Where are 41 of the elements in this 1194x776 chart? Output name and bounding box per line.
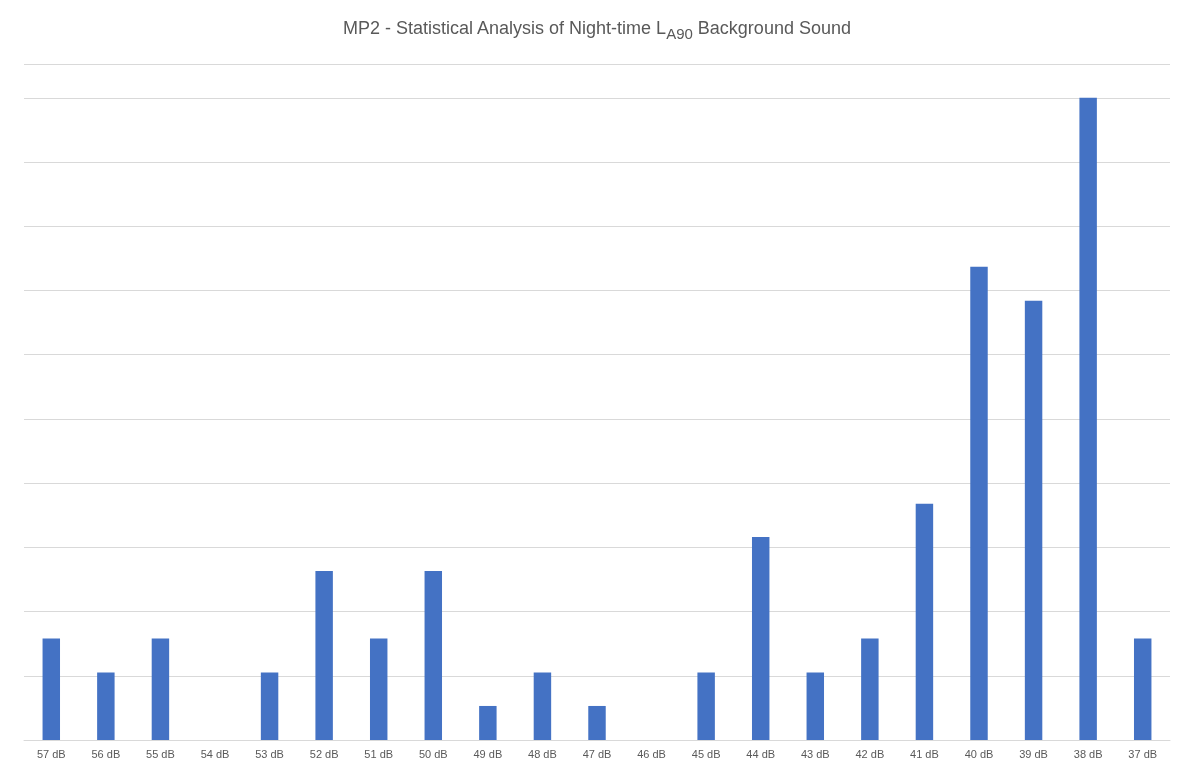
bar xyxy=(915,503,934,740)
x-tick-label: 45 dB xyxy=(691,747,721,760)
bar xyxy=(479,705,497,740)
x-tick-label: 42 dB xyxy=(855,747,885,760)
x-tick-label: 49 dB xyxy=(473,747,503,760)
x-tick-label: 41 dB xyxy=(910,747,939,760)
x-tick-label: 56 dB xyxy=(91,747,121,760)
chart-title: MP2 - Statistical Analysis of Night-time L$_{A90}$ Background Sound xyxy=(342,18,852,42)
x-tick-label: 47 dB xyxy=(582,747,612,760)
x-tick-label: 52 dB xyxy=(309,747,339,760)
bar xyxy=(1133,638,1152,740)
bar xyxy=(970,266,988,740)
bar xyxy=(97,672,115,740)
bar xyxy=(1024,300,1043,740)
bar xyxy=(260,672,279,740)
x-tick-label: 44 dB xyxy=(746,747,776,760)
bar xyxy=(861,638,879,740)
x-tick-label: 40 dB xyxy=(964,747,994,760)
bar xyxy=(751,537,770,740)
x-tick-label: 46 dB xyxy=(637,747,666,760)
bar xyxy=(697,672,715,740)
x-tick-label: 54 dB xyxy=(200,747,230,760)
bar xyxy=(369,638,388,740)
bar xyxy=(42,638,61,740)
x-tick-label: 38 dB xyxy=(1073,747,1103,760)
x-tick-label: 50 dB xyxy=(418,747,448,760)
x-tick-label: 37 dB xyxy=(1128,747,1158,760)
bar xyxy=(424,571,443,740)
x-tick-label: 39 dB xyxy=(1019,747,1048,760)
x-tick-label: 51 dB xyxy=(364,747,394,760)
x-tick-label: 55 dB xyxy=(146,747,175,760)
x-tick-label: 53 dB xyxy=(255,747,284,760)
x-tick-label: 43 dB xyxy=(800,747,830,760)
bar xyxy=(315,571,333,740)
bar xyxy=(588,705,606,740)
bar xyxy=(1079,97,1097,740)
x-tick-label: 48 dB xyxy=(528,747,557,760)
bar xyxy=(151,638,170,740)
x-tick-label: 57 dB xyxy=(36,747,66,760)
bar xyxy=(806,672,825,740)
bar xyxy=(533,672,552,740)
